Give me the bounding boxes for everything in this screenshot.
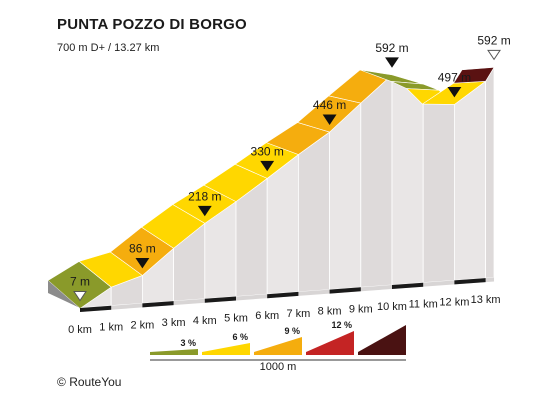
base-km-band [80, 305, 112, 312]
elevation-marker-triangle [197, 205, 212, 217]
profile-wall-segment [329, 102, 362, 291]
profile-wall-segment [297, 131, 331, 293]
x-tick-label: 7 km [286, 308, 310, 320]
legend-gradient-base [202, 352, 250, 355]
copyright-symbol: © [57, 375, 66, 389]
elevation-marker-label: 218 m [188, 189, 221, 203]
footer-credit: © RouteYou [57, 375, 121, 389]
legend-gradient-swatch [358, 325, 406, 352]
scale-bar-label: 1000 m [260, 361, 297, 373]
legend-gradient-swatch [254, 337, 302, 352]
elevation-marker-triangle [487, 49, 501, 61]
x-tick-label: 11 km [409, 299, 438, 311]
base-km-band [392, 282, 424, 289]
gradient-legend: 3 % 6 % 9 % 12 % 1000 m [150, 320, 406, 373]
profile-wall-segment [391, 74, 424, 286]
legend-gradient-base [254, 352, 302, 355]
base-km-band [204, 296, 236, 303]
base-km-band [329, 287, 361, 294]
elevation-markers: 7 m 86 m 218 m 330 m 446 m 592 m 497 m 592 m [70, 33, 511, 302]
x-tick-label: 10 km [377, 301, 407, 313]
elevation-marker-label: 497 m [438, 70, 471, 84]
elevation-marker-triangle [260, 160, 275, 172]
x-tick-label: 12 km [439, 296, 469, 308]
profile-start-cap [48, 280, 80, 309]
x-tick-label: 5 km [224, 313, 248, 325]
legend-gradient-base [358, 352, 406, 355]
chart-title: PUNTA POZZO DI BORGO [57, 16, 247, 33]
elevation-marker-triangle [322, 114, 337, 125]
base-km-band [454, 278, 486, 285]
base-km-band [142, 301, 174, 308]
chart-subtitle: 700 m D+ / 13.27 km [57, 42, 160, 54]
x-tick-label: 1 km [99, 322, 123, 334]
elevation-marker-label: 86 m [129, 241, 156, 255]
legend-gradient-label: 12 % [331, 320, 352, 330]
elevation-marker-label: 592 m [477, 33, 510, 47]
legend-gradient-base [150, 352, 198, 355]
elevation-marker-triangle [385, 57, 399, 68]
profile-surface-segment [453, 67, 495, 84]
base-km-band [267, 291, 299, 299]
elevation-marker-triangle [73, 290, 87, 302]
profile-base [48, 277, 495, 312]
profile-top-surface [47, 67, 495, 309]
legend-gradient-swatch [306, 331, 354, 352]
legend-gradient-base [306, 352, 354, 355]
brand-name: RouteYou [69, 375, 122, 389]
profile-wall-segment [485, 65, 495, 279]
x-tick-label: 0 km [68, 324, 92, 336]
legend-gradient-swatch [150, 349, 198, 352]
legend-gradient-swatch [202, 343, 250, 352]
legend-gradient-label: 3 % [180, 338, 196, 348]
elevation-marker-label: 330 m [251, 144, 284, 158]
elevation-marker-triangle [447, 86, 462, 98]
profile-wall-segment [453, 80, 487, 281]
legend-gradient-label: 9 % [284, 326, 300, 336]
profile-wall-segment [360, 73, 393, 288]
x-tick-label: 4 km [193, 315, 217, 327]
elevation-marker-label: 592 m [375, 41, 408, 55]
profile-wall-segment [422, 83, 455, 284]
x-tick-label: 13 km [471, 294, 501, 306]
x-tick-label: 6 km [255, 310, 279, 322]
legend-gradient-label: 6 % [232, 332, 248, 342]
x-tick-label: 9 km [349, 303, 373, 315]
x-axis-ticks: 0 km 1 km 2 km 3 km 4 km 5 km 6 km 7 km 8 km 9 km… [68, 294, 501, 336]
profile-wall-segment [266, 153, 299, 295]
x-tick-label: 2 km [130, 319, 154, 331]
x-tick-label: 3 km [162, 317, 186, 329]
elevation-marker-triangle [135, 257, 150, 269]
elevation-marker-label: 7 m [70, 274, 90, 288]
x-tick-label: 8 km [318, 306, 342, 318]
elevation-marker-label: 446 m [313, 98, 346, 112]
